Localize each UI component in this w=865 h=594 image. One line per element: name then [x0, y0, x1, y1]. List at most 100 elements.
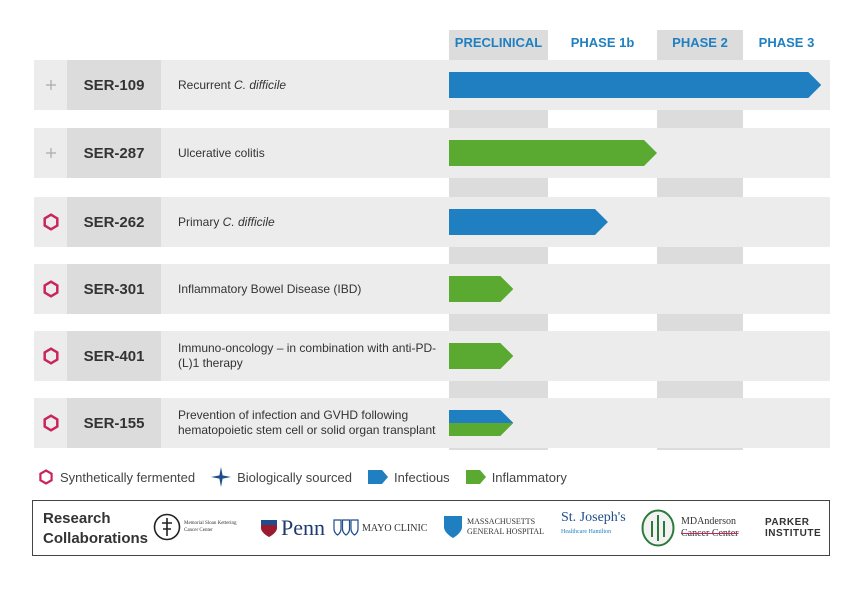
- md-anderson-text: MDAnderson Cancer Center: [681, 516, 738, 540]
- program-indication-text: Primary C. difficile: [178, 215, 275, 230]
- legend-inflammatory: Inflammatory: [465, 469, 567, 485]
- legend-infectious-label: Infectious: [394, 469, 450, 485]
- plus-icon: [45, 80, 56, 90]
- inflammatory-arrow-icon: [465, 470, 486, 484]
- row-source-icon-cell: [34, 398, 67, 448]
- program-indication-text: Immuno-oncology – in combination with an…: [178, 341, 448, 371]
- mskcc-logo: Memorial Sloan Kettering Cancer Center: [153, 513, 242, 541]
- infectious-bar-shape: [449, 209, 608, 235]
- parker-text-line2: INSTITUTE: [765, 528, 822, 539]
- mayo-text: MAYO CLINIC: [362, 522, 428, 534]
- phase-header-phase-3: PHASE 3: [758, 35, 815, 50]
- infectious-bar-shape: [449, 72, 822, 98]
- program-indication: Immuno-oncology – in combination with an…: [178, 331, 448, 381]
- st-josephs-text-line2: Healthcare Hamilton: [561, 529, 612, 535]
- infectious-bar-segment: [449, 410, 514, 423]
- mgh-text-line2: GENERAL HOSPITAL: [467, 527, 545, 536]
- infectious-arrow-icon: [368, 470, 389, 484]
- program-code: SER-262: [67, 197, 161, 247]
- legend: Synthetically fermented Biologically sou…: [38, 466, 583, 488]
- mgh-logo: MASSACHUSETTS GENERAL HOSPITAL: [443, 515, 544, 539]
- md-anderson-emblem-icon: [641, 509, 675, 547]
- phase-header-preclinical: PRECLINICAL: [454, 35, 543, 50]
- synthetic-ring-icon: [42, 280, 59, 298]
- penn-shield-icon: [261, 520, 277, 537]
- inflammatory-bar-shape: [449, 343, 514, 369]
- program-indication-text: Prevention of infection and GVHD followi…: [178, 408, 448, 438]
- program-indication-plain: Recurrent: [178, 77, 235, 92]
- program-indication-text: Recurrent C. difficile: [178, 78, 286, 93]
- program-code: SER-109: [67, 60, 161, 110]
- synthetic-ring-icon: [39, 469, 53, 485]
- inflammatory-bar-shape: [449, 140, 657, 166]
- parker-text-line1: PARKER: [765, 517, 810, 528]
- inflammatory-bar-segment: [449, 423, 514, 436]
- synthetic-ring-icon: [42, 347, 59, 365]
- program-indication-plain: Prevention of infection and GVHD followi…: [178, 408, 436, 437]
- biological-star-icon: [211, 467, 232, 487]
- inflammatory-bar-shape: [449, 276, 514, 302]
- program-indication-italic: C. difficile: [222, 214, 275, 229]
- mskcc-emblem-icon: [153, 513, 181, 541]
- penn-logo: Penn: [259, 515, 325, 541]
- mskcc-text: Memorial Sloan Kettering Cancer Center: [184, 521, 237, 533]
- program-indication: Primary C. difficile: [178, 197, 448, 247]
- parker-institute-text: PARKER INSTITUTE: [765, 517, 821, 539]
- phase-header-phase-1b: PHASE 1b: [570, 35, 635, 50]
- program-indication-italic: C. difficile: [234, 77, 287, 92]
- legend-infectious: Infectious: [368, 470, 450, 485]
- legend-synthetic-label: Synthetically fermented: [60, 469, 196, 485]
- md-anderson-text-line1: MDAnderson: [681, 516, 736, 527]
- mayo-clinic-logo: MAYO CLINIC: [333, 519, 427, 537]
- program-indication-text: Ulcerative colitis: [178, 146, 265, 161]
- legend-synthetic: Synthetically fermented: [38, 469, 195, 485]
- synthetic-ring-icon: [42, 213, 59, 231]
- pipeline-row-ser-262: SER-262 Primary C. difficile: [34, 197, 830, 247]
- st-josephs-text-line1: St. Joseph's: [561, 510, 626, 525]
- legend-biological: Biologically sourced: [211, 467, 352, 487]
- progress-bar-ser-287: [449, 140, 657, 166]
- legend-inflammatory-label: Inflammatory: [491, 469, 567, 485]
- program-indication-plain: Immuno-oncology – in combination with an…: [178, 341, 437, 370]
- program-indication-plain: Inflammatory Bowel Disease (IBD): [178, 281, 362, 296]
- mayo-shield-icon: [333, 519, 359, 536]
- collaborations-title-line2: Collaborations: [43, 530, 149, 547]
- program-indication: Recurrent C. difficile: [178, 60, 448, 110]
- collaborations-title-line1: Research: [43, 510, 111, 527]
- program-code: SER-301: [67, 264, 161, 314]
- legend-biological-label: Biologically sourced: [237, 469, 353, 485]
- pipeline-row-ser-401: SER-401 Immuno-oncology – in combination …: [34, 331, 830, 381]
- mgh-text: MASSACHUSETTS GENERAL HOSPITAL: [467, 517, 544, 537]
- program-code: SER-155: [67, 398, 161, 448]
- progress-bar-ser-155: [449, 410, 514, 436]
- program-indication: Ulcerative colitis: [178, 128, 448, 178]
- parker-institute-logo: PARKER INSTITUTE: [765, 517, 821, 539]
- st-josephs-logo: St. Joseph's Healthcare Hamilton: [561, 511, 626, 539]
- pipeline-row-ser-301: SER-301 Inflammatory Bowel Disease (IBD): [34, 264, 830, 314]
- program-indication: Inflammatory Bowel Disease (IBD): [178, 264, 448, 314]
- program-indication: Prevention of infection and GVHD followi…: [178, 398, 448, 448]
- plus-icon: [45, 148, 56, 158]
- md-anderson-text-line2: Cancer Center: [681, 528, 739, 539]
- progress-bar-ser-109: [449, 72, 822, 98]
- row-source-icon-cell: [34, 197, 67, 247]
- program-code: SER-287: [67, 128, 161, 178]
- progress-bar-ser-401: [449, 343, 514, 369]
- penn-text: Penn: [281, 515, 325, 540]
- progress-bar-ser-262: [449, 209, 608, 235]
- st-josephs-text: St. Joseph's Healthcare Hamilton: [561, 511, 626, 539]
- mgh-shield-icon: [444, 516, 462, 538]
- collaborations-title: Research Collaborations: [43, 509, 148, 549]
- program-indication-text: Inflammatory Bowel Disease (IBD): [178, 282, 361, 297]
- program-indication-plain: Primary: [178, 214, 223, 229]
- row-source-icon-cell: [34, 331, 67, 381]
- program-indication-plain: Ulcerative colitis: [178, 145, 265, 160]
- pipeline-row-ser-287: SER-287 Ulcerative colitis: [34, 128, 830, 178]
- mgh-text-line1: MASSACHUSETTS: [467, 517, 536, 526]
- progress-bar-ser-301: [449, 276, 514, 302]
- md-anderson-logo: MDAnderson Cancer Center: [641, 509, 738, 547]
- research-collaborations-box: Research Collaborations Memorial Sloan K…: [32, 500, 830, 556]
- phase-header-phase-2: PHASE 2: [672, 35, 728, 50]
- pipeline-row-ser-155: SER-155 Prevention of infection and GVHD …: [34, 398, 830, 448]
- row-source-icon-cell: [34, 264, 67, 314]
